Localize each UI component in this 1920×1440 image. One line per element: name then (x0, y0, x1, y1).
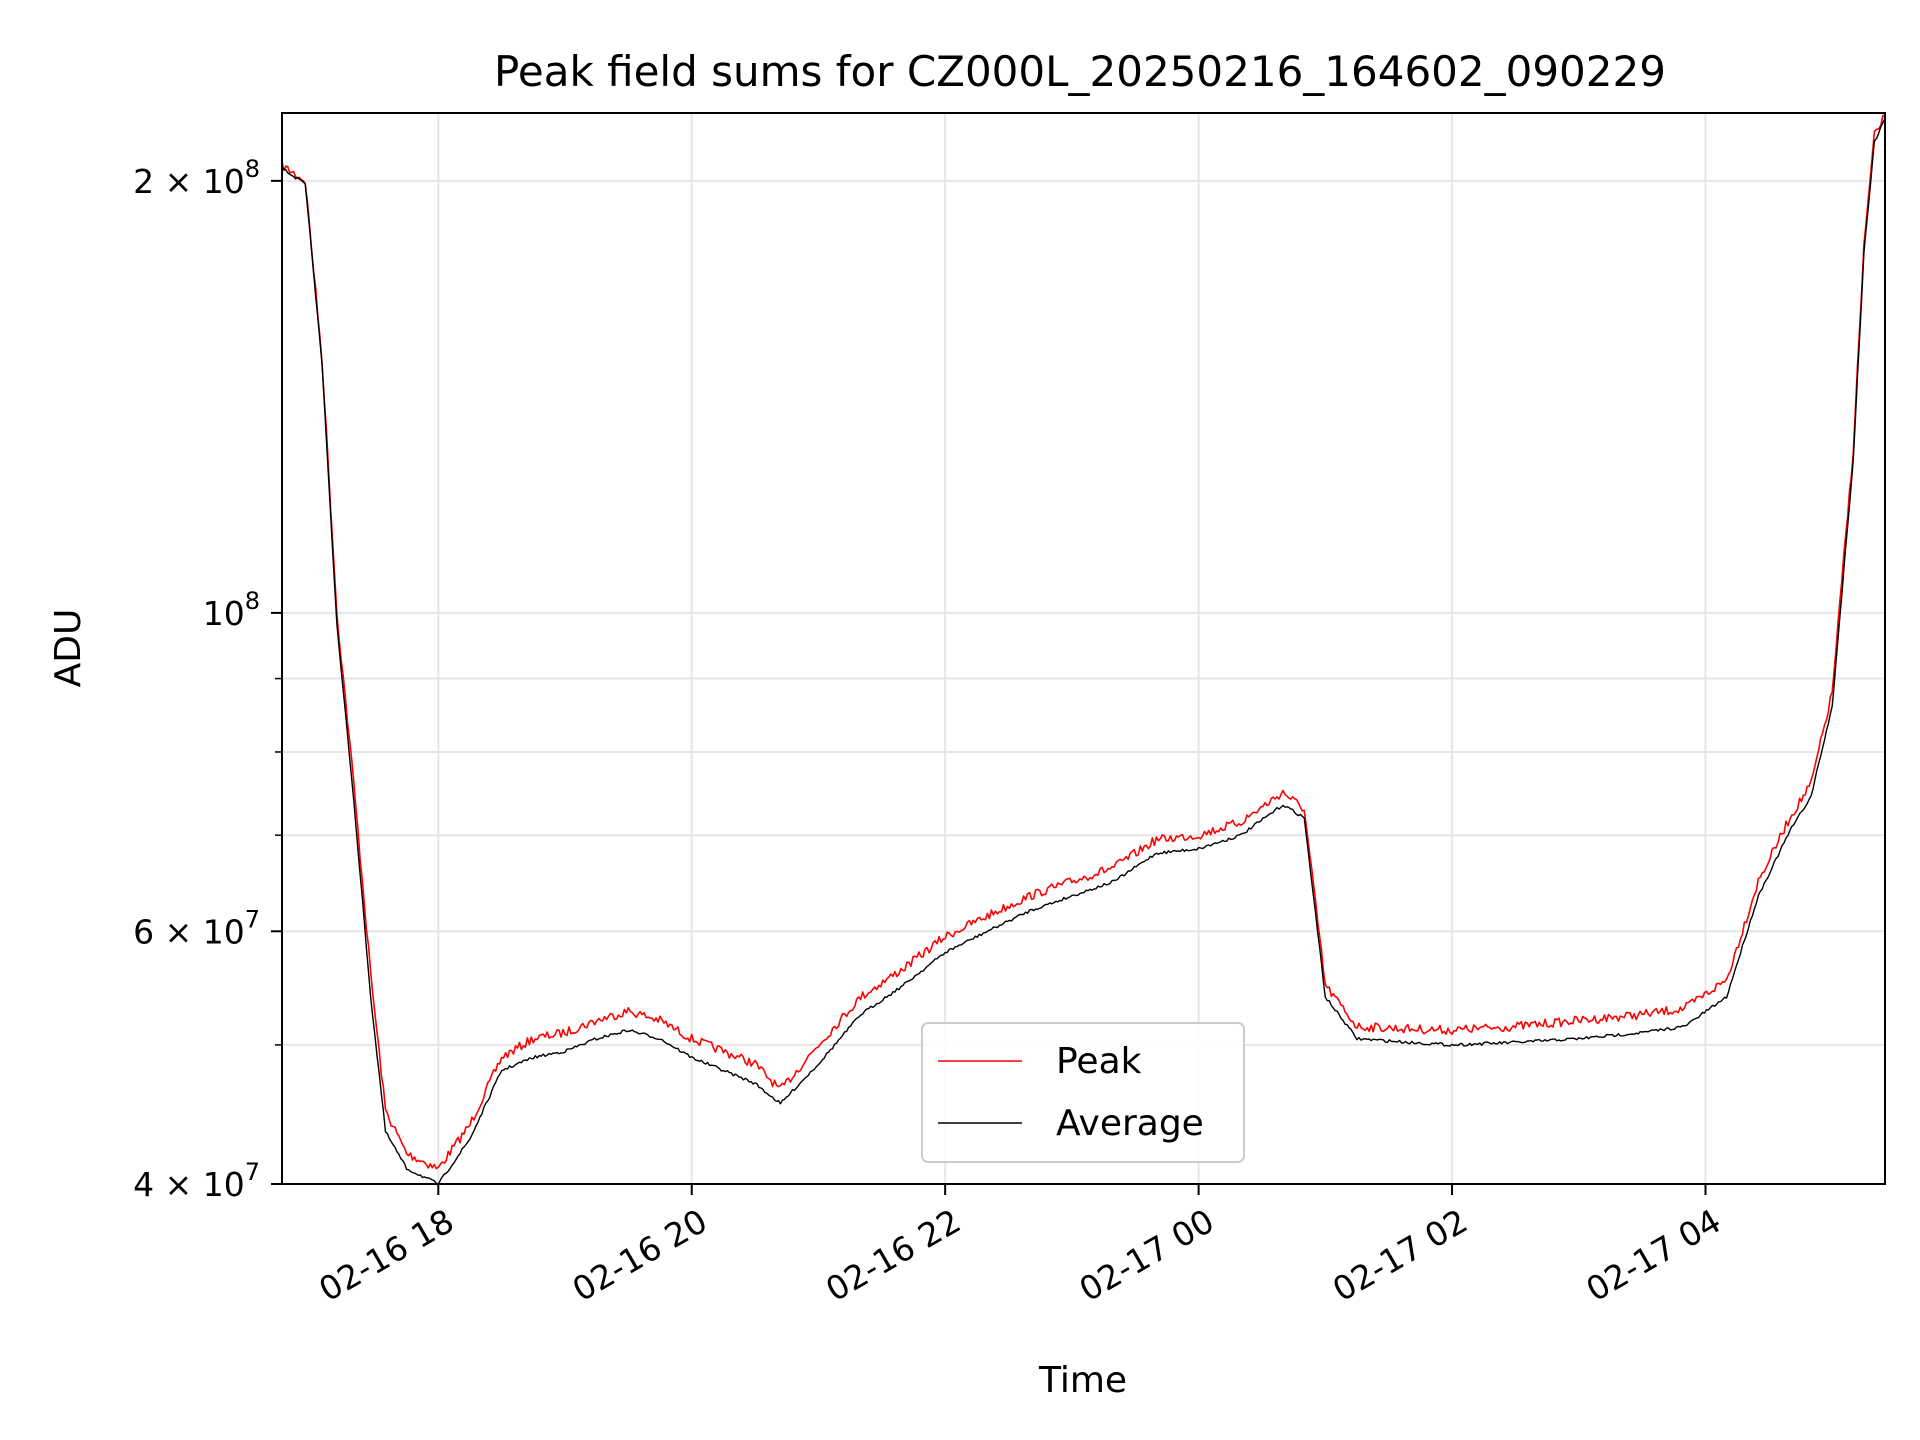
plot-frame (281, 112, 1886, 1185)
x-axis-label: Time (1038, 1360, 1127, 1401)
series-line-peak (281, 114, 1886, 1170)
y-tick-label: 4 × 107 (133, 1158, 260, 1204)
y-axis: 4 × 107 6 × 107 108 2 × 108 (133, 155, 282, 1204)
y-tick-label: 6 × 107 (133, 905, 260, 951)
plot-area (281, 114, 1886, 1186)
legend: Peak Average (921, 1022, 1245, 1163)
y-axis-label: ADU (48, 609, 89, 688)
legend-box (921, 1022, 1245, 1163)
legend-label-peak: Peak (1056, 1041, 1142, 1082)
series-line-average (281, 118, 1886, 1186)
y-tick-label: 2 × 108 (133, 155, 260, 201)
chart-title: Peak field sums for CZ000L_20250216_1646… (494, 47, 1666, 96)
legend-label-average: Average (1056, 1103, 1204, 1144)
y-tick-label: 108 (203, 587, 260, 633)
